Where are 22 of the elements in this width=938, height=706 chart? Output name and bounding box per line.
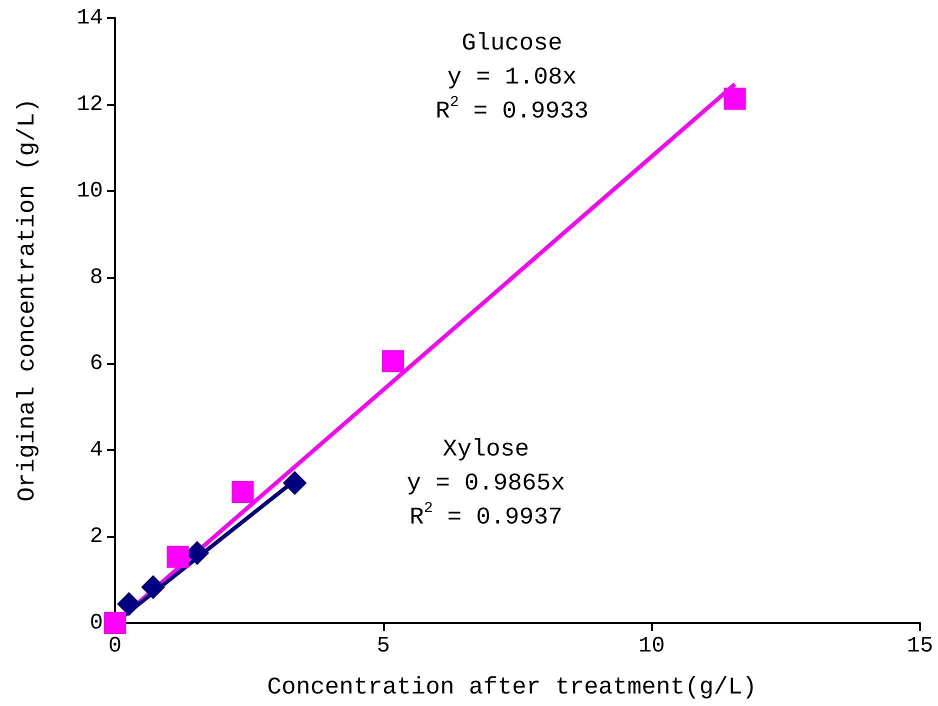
y-tick-label: 2: [90, 524, 103, 550]
y-tick-label: 0: [90, 610, 103, 636]
point: [382, 350, 404, 372]
y-tick-label: 8: [90, 264, 103, 290]
x-tick-label: 10: [638, 634, 665, 658]
point: [724, 88, 746, 110]
x-tick-label: 15: [906, 634, 934, 658]
point: [166, 546, 189, 568]
y-tick-label: 12: [76, 92, 103, 117]
y-tick-label: 4: [90, 438, 103, 463]
point: [116, 592, 141, 616]
x-axis-title: Concentration after treatment(g/L): [267, 674, 757, 702]
point: [282, 470, 307, 495]
y-tick-label: 14: [76, 6, 103, 30]
point: [104, 612, 126, 634]
y-axis-title: Original concentration (g/L): [14, 98, 42, 502]
x-tick-label: 0: [108, 634, 122, 658]
point: [232, 481, 254, 504]
point: [141, 575, 166, 600]
x-tick-label: 5: [376, 634, 390, 658]
y-tick-label: 10: [76, 178, 103, 204]
y-tick-label: 6: [90, 351, 103, 376]
